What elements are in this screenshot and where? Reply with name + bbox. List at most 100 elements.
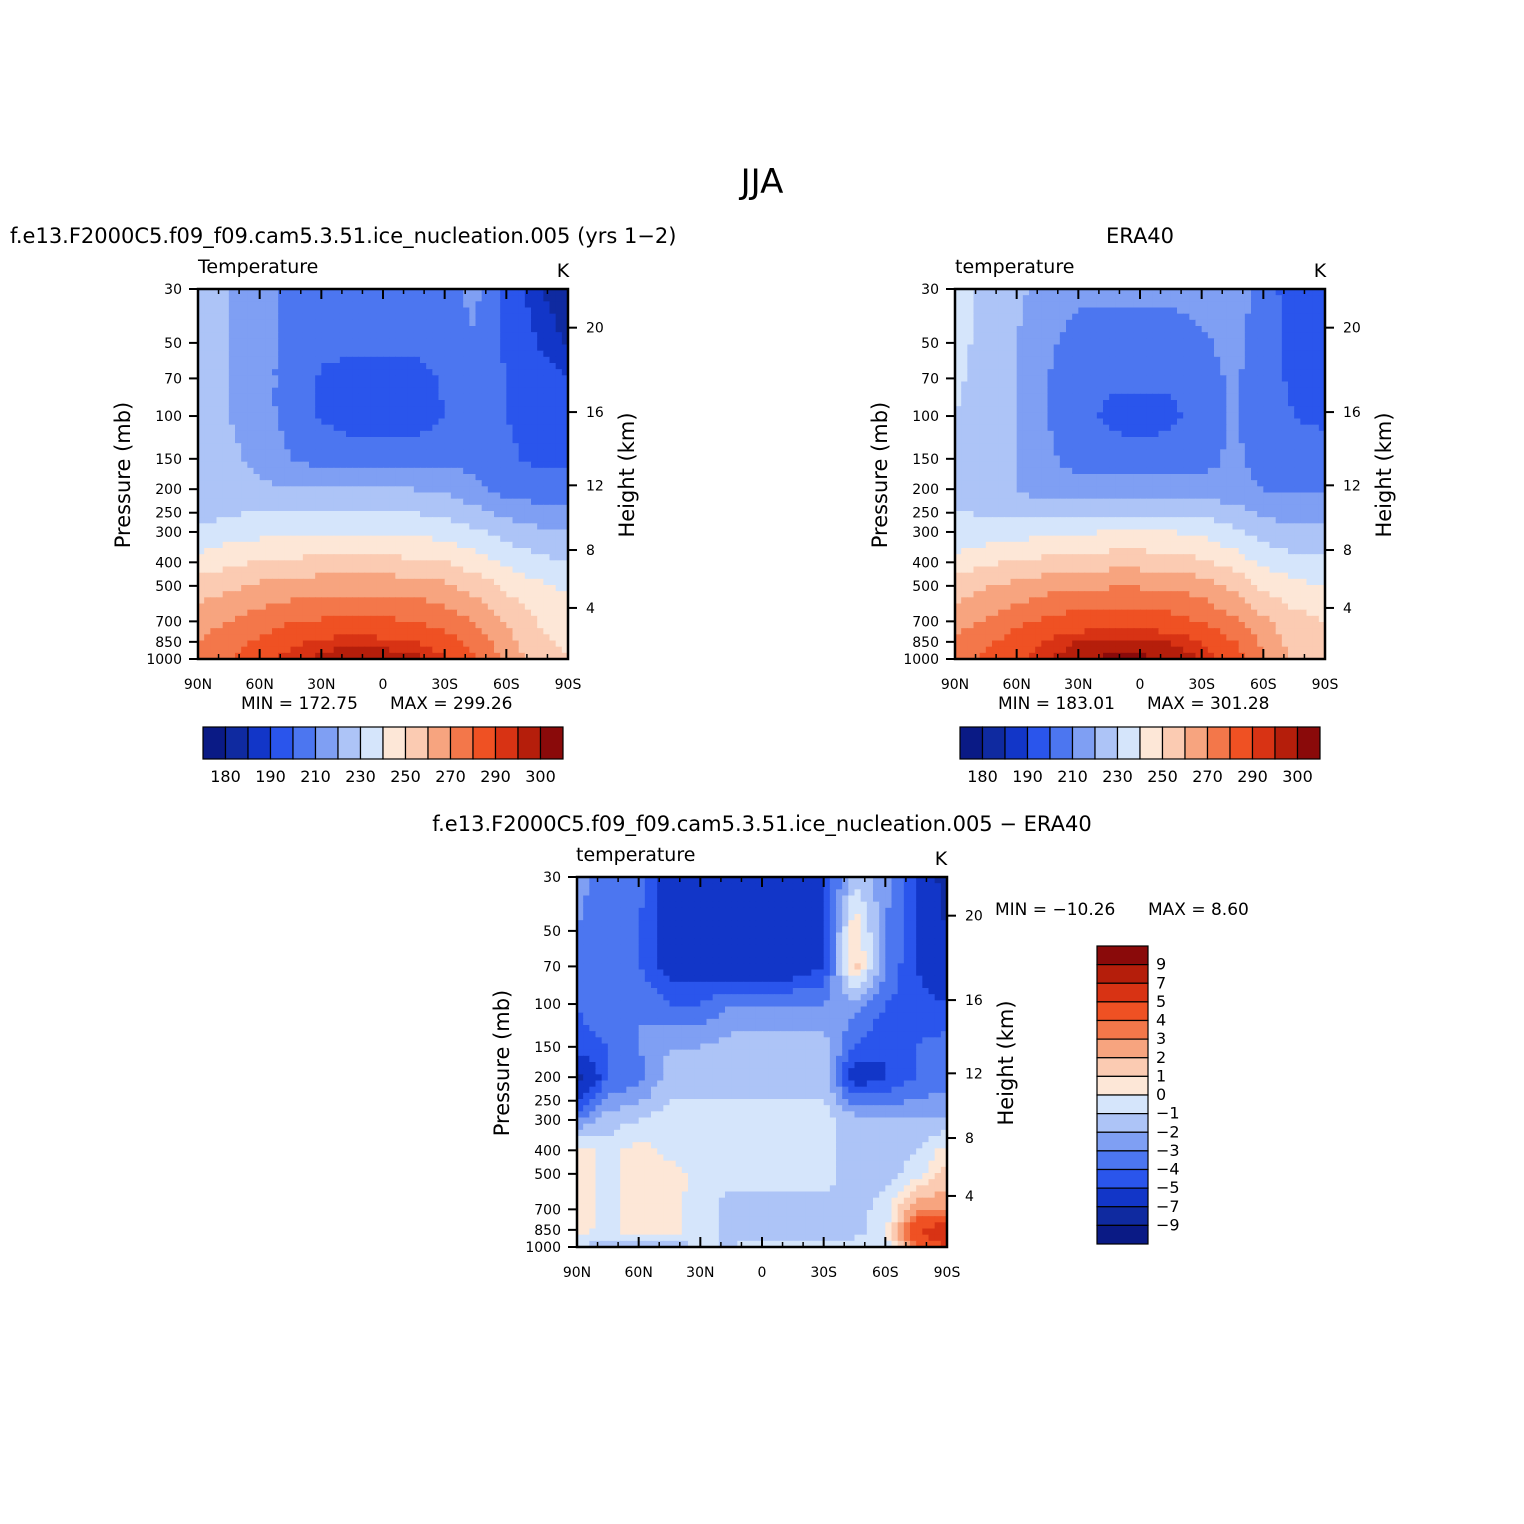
contour-cell [1029,412,1036,420]
contour-cell [358,350,366,358]
contour-cell [543,301,551,309]
contour-cell [222,560,230,568]
contour-cell [413,615,421,623]
contour-cell [198,449,205,457]
contour-cell [561,338,568,346]
contour-cell [487,443,495,450]
contour-cell [222,393,230,401]
contour-cell [364,615,372,623]
contour-cell [216,387,224,395]
contour-cell [537,424,544,432]
contour-cell [1109,326,1116,333]
contour-cell [512,449,520,457]
contour-cell [500,319,507,327]
contour-cell [500,652,507,659]
contour-cell [321,498,329,506]
panel-subtitle: Temperature [197,256,318,278]
contour-cell [395,344,403,352]
contour-cell [555,295,563,302]
contour-cell [210,486,218,494]
contour-cell [210,646,218,654]
contour-cell [272,424,279,432]
contour-cell [463,622,470,629]
contour-cell [561,504,568,512]
contour-cell [506,523,514,531]
contour-cell [1244,381,1252,389]
contour-cell [506,603,514,611]
contour-cell [518,480,526,487]
contour-cell [315,338,322,346]
contour-cell [216,640,224,648]
contour-cell [537,350,544,358]
contour-cell [210,628,218,635]
contour-cell [1121,301,1129,309]
contour-cell [352,603,359,611]
contour-cell [506,554,514,561]
contour-cell [1127,326,1135,333]
contour-cell [475,640,483,648]
contour-cell [420,461,427,469]
contour-cell [1275,332,1283,339]
contour-cell [352,356,359,364]
contour-cell [284,566,292,574]
contour-cell [518,640,526,648]
contour-cell [998,418,1005,426]
contour-cell [198,597,205,605]
contour-cell [469,412,477,420]
contour-cell [235,424,242,432]
contour-cell [395,603,403,611]
contour-cell [401,609,409,617]
contour-cell [296,393,304,401]
contour-cell [549,418,557,426]
contour-cell [549,289,557,296]
contour-cell [1152,350,1160,358]
contour-cell [333,609,341,617]
contour-cell [518,289,526,296]
contour-cell [235,406,242,413]
contour-cell [1269,406,1277,413]
contour-cell [1300,332,1308,339]
contour-cell [992,338,999,346]
contour-cell [290,449,298,457]
contour-cell [512,363,520,370]
contour-cell [278,375,285,383]
contour-cell [438,591,446,598]
contour-cell [1096,289,1104,296]
contour-cell [463,628,470,635]
contour-cell [1090,350,1098,358]
contour-cell [426,443,433,450]
contour-cell [284,424,292,432]
contour-cell [450,356,458,364]
contour-cell [401,375,409,383]
contour-cell [438,609,446,617]
contour-cell [407,652,415,659]
contour-cell [278,615,285,623]
contour-cell [438,356,446,364]
contour-cell [241,443,248,450]
contour-cell [272,523,279,531]
units-label: K [557,260,570,282]
contour-cell [463,615,470,623]
contour-cell [1053,356,1061,364]
contour-cell [1059,350,1067,358]
contour-cell [555,572,563,580]
contour-cell [438,615,446,623]
contour-cell [407,566,415,574]
contour-cell [401,572,409,580]
contour-cell [413,363,421,370]
contour-cell [561,492,568,500]
contour-cell [198,400,205,407]
contour-cell [1152,289,1160,296]
x-tick-label: 30N [307,677,335,693]
contour-cell [333,350,341,358]
contour-cell [1281,369,1289,376]
contour-cell [259,560,267,568]
contour-cell [1041,307,1049,315]
contour-cell [352,400,359,407]
contour-cell [1010,400,1018,407]
contour-cell [309,585,316,592]
contour-cell [426,603,433,611]
contour-cell [469,517,477,524]
contour-cell [1263,387,1271,395]
contour-cell [481,640,489,648]
